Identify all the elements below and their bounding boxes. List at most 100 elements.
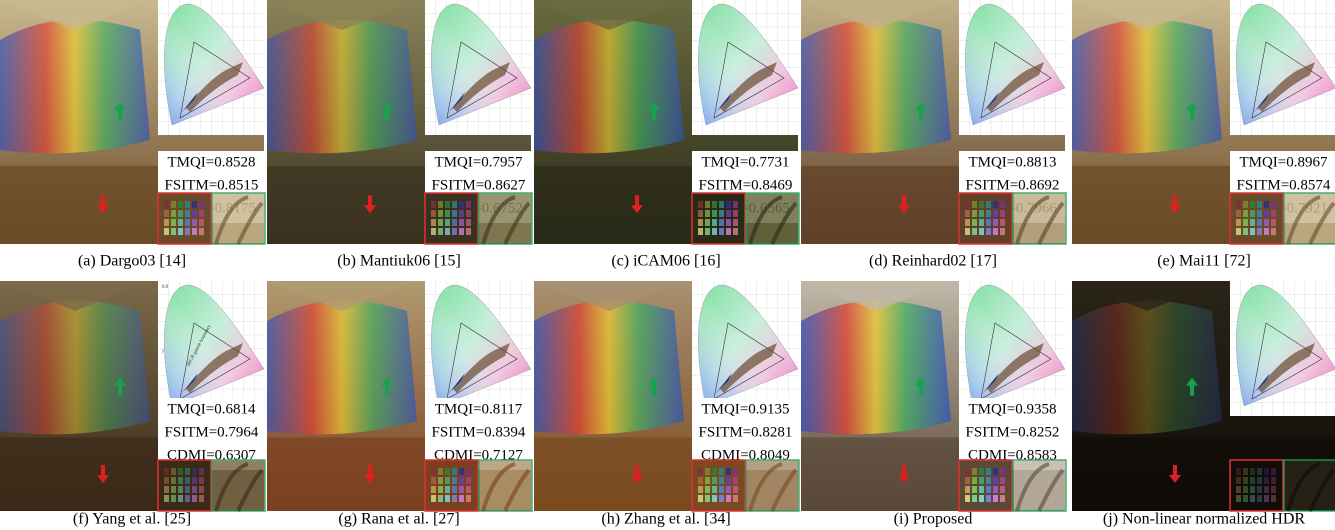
color-patch — [164, 468, 169, 475]
color-patch — [1250, 477, 1255, 484]
color-patch — [726, 201, 731, 208]
color-patch — [698, 219, 703, 226]
color-patch — [466, 210, 471, 217]
color-patch — [164, 486, 169, 493]
color-patch — [445, 219, 450, 226]
color-patch — [1243, 486, 1248, 493]
color-patch — [192, 468, 197, 475]
metric: FSITM=0.7964 — [165, 424, 259, 440]
color-patch — [733, 219, 738, 226]
color-patch — [178, 468, 183, 475]
color-patch — [972, 210, 977, 217]
color-patch — [466, 486, 471, 493]
color-patch — [1236, 468, 1241, 475]
color-patch — [986, 468, 991, 475]
color-patch — [1243, 219, 1248, 226]
color-patch — [965, 468, 970, 475]
color-patch — [171, 201, 176, 208]
color-patch — [726, 468, 731, 475]
color-patch — [726, 486, 731, 493]
color-patch — [1271, 210, 1276, 217]
color-patch — [733, 201, 738, 208]
color-patch — [972, 228, 977, 235]
color-patch — [452, 495, 457, 502]
color-patch — [986, 495, 991, 502]
color-patch — [1000, 219, 1005, 226]
color-patch — [431, 219, 436, 226]
color-patch — [452, 210, 457, 217]
color-patch — [431, 486, 436, 493]
zoom-chart — [692, 460, 745, 511]
color-patch — [1236, 228, 1241, 235]
color-patch — [972, 477, 977, 484]
zoom-chart — [425, 460, 478, 511]
color-patch — [965, 477, 970, 484]
stained-glass — [801, 301, 951, 435]
panel: TMQI=0.8813FSITM=0.8692CDMI=0.7966(d) Re… — [801, 0, 1066, 270]
color-patch — [1250, 201, 1255, 208]
color-patch — [178, 228, 183, 235]
color-patch — [466, 495, 471, 502]
caption: (e) Mai11 [72] — [1157, 253, 1251, 270]
color-patch — [979, 219, 984, 226]
color-patch — [726, 495, 731, 502]
color-patch — [965, 201, 970, 208]
stained-glass — [1072, 301, 1222, 435]
color-patch — [431, 477, 436, 484]
color-patch — [459, 201, 464, 208]
metric: FSITM=0.8281 — [699, 424, 793, 440]
color-patch — [164, 477, 169, 484]
color-patch — [445, 210, 450, 217]
color-patch — [1243, 477, 1248, 484]
color-patch — [185, 477, 190, 484]
caption: (c) iCAM06 [16] — [611, 253, 720, 270]
color-patch — [1257, 201, 1262, 208]
color-patch — [979, 486, 984, 493]
stained-glass — [1072, 20, 1222, 154]
color-patch — [438, 210, 443, 217]
color-patch — [445, 486, 450, 493]
color-patch — [192, 495, 197, 502]
color-patch — [1000, 210, 1005, 217]
color-patch — [466, 201, 471, 208]
color-patch — [452, 477, 457, 484]
stained-glass — [801, 20, 951, 154]
zoom-chart — [1230, 460, 1283, 511]
metric: TMQI=0.6814 — [167, 401, 256, 417]
color-patch — [979, 468, 984, 475]
color-patch — [712, 486, 717, 493]
metric: FSITM=0.8252 — [966, 424, 1060, 440]
color-patch — [1000, 495, 1005, 502]
color-patch — [459, 477, 464, 484]
color-patch — [164, 495, 169, 502]
color-patch — [965, 228, 970, 235]
color-patch — [1264, 228, 1269, 235]
color-patch — [972, 219, 977, 226]
color-patch — [972, 495, 977, 502]
color-patch — [719, 228, 724, 235]
zoom-chart — [1230, 193, 1283, 244]
metric: TMQI=0.8967 — [1239, 154, 1328, 170]
stained-glass — [0, 301, 150, 435]
stained-glass — [267, 20, 417, 154]
color-patch — [705, 486, 710, 493]
metric: TMQI=0.8813 — [968, 154, 1056, 170]
color-patch — [171, 495, 176, 502]
color-patch — [993, 228, 998, 235]
color-patch — [979, 210, 984, 217]
color-patch — [459, 210, 464, 217]
color-patch — [1264, 495, 1269, 502]
color-patch — [438, 486, 443, 493]
color-patch — [459, 495, 464, 502]
color-patch — [719, 468, 724, 475]
color-patch — [171, 486, 176, 493]
color-patch — [452, 219, 457, 226]
color-patch — [719, 201, 724, 208]
stained-glass — [0, 20, 150, 154]
color-patch — [1257, 495, 1262, 502]
zoom-chart — [158, 193, 211, 244]
panel: (j) Non-linear normalized HDR — [1072, 281, 1335, 528]
color-patch — [178, 495, 183, 502]
color-patch — [698, 495, 703, 502]
